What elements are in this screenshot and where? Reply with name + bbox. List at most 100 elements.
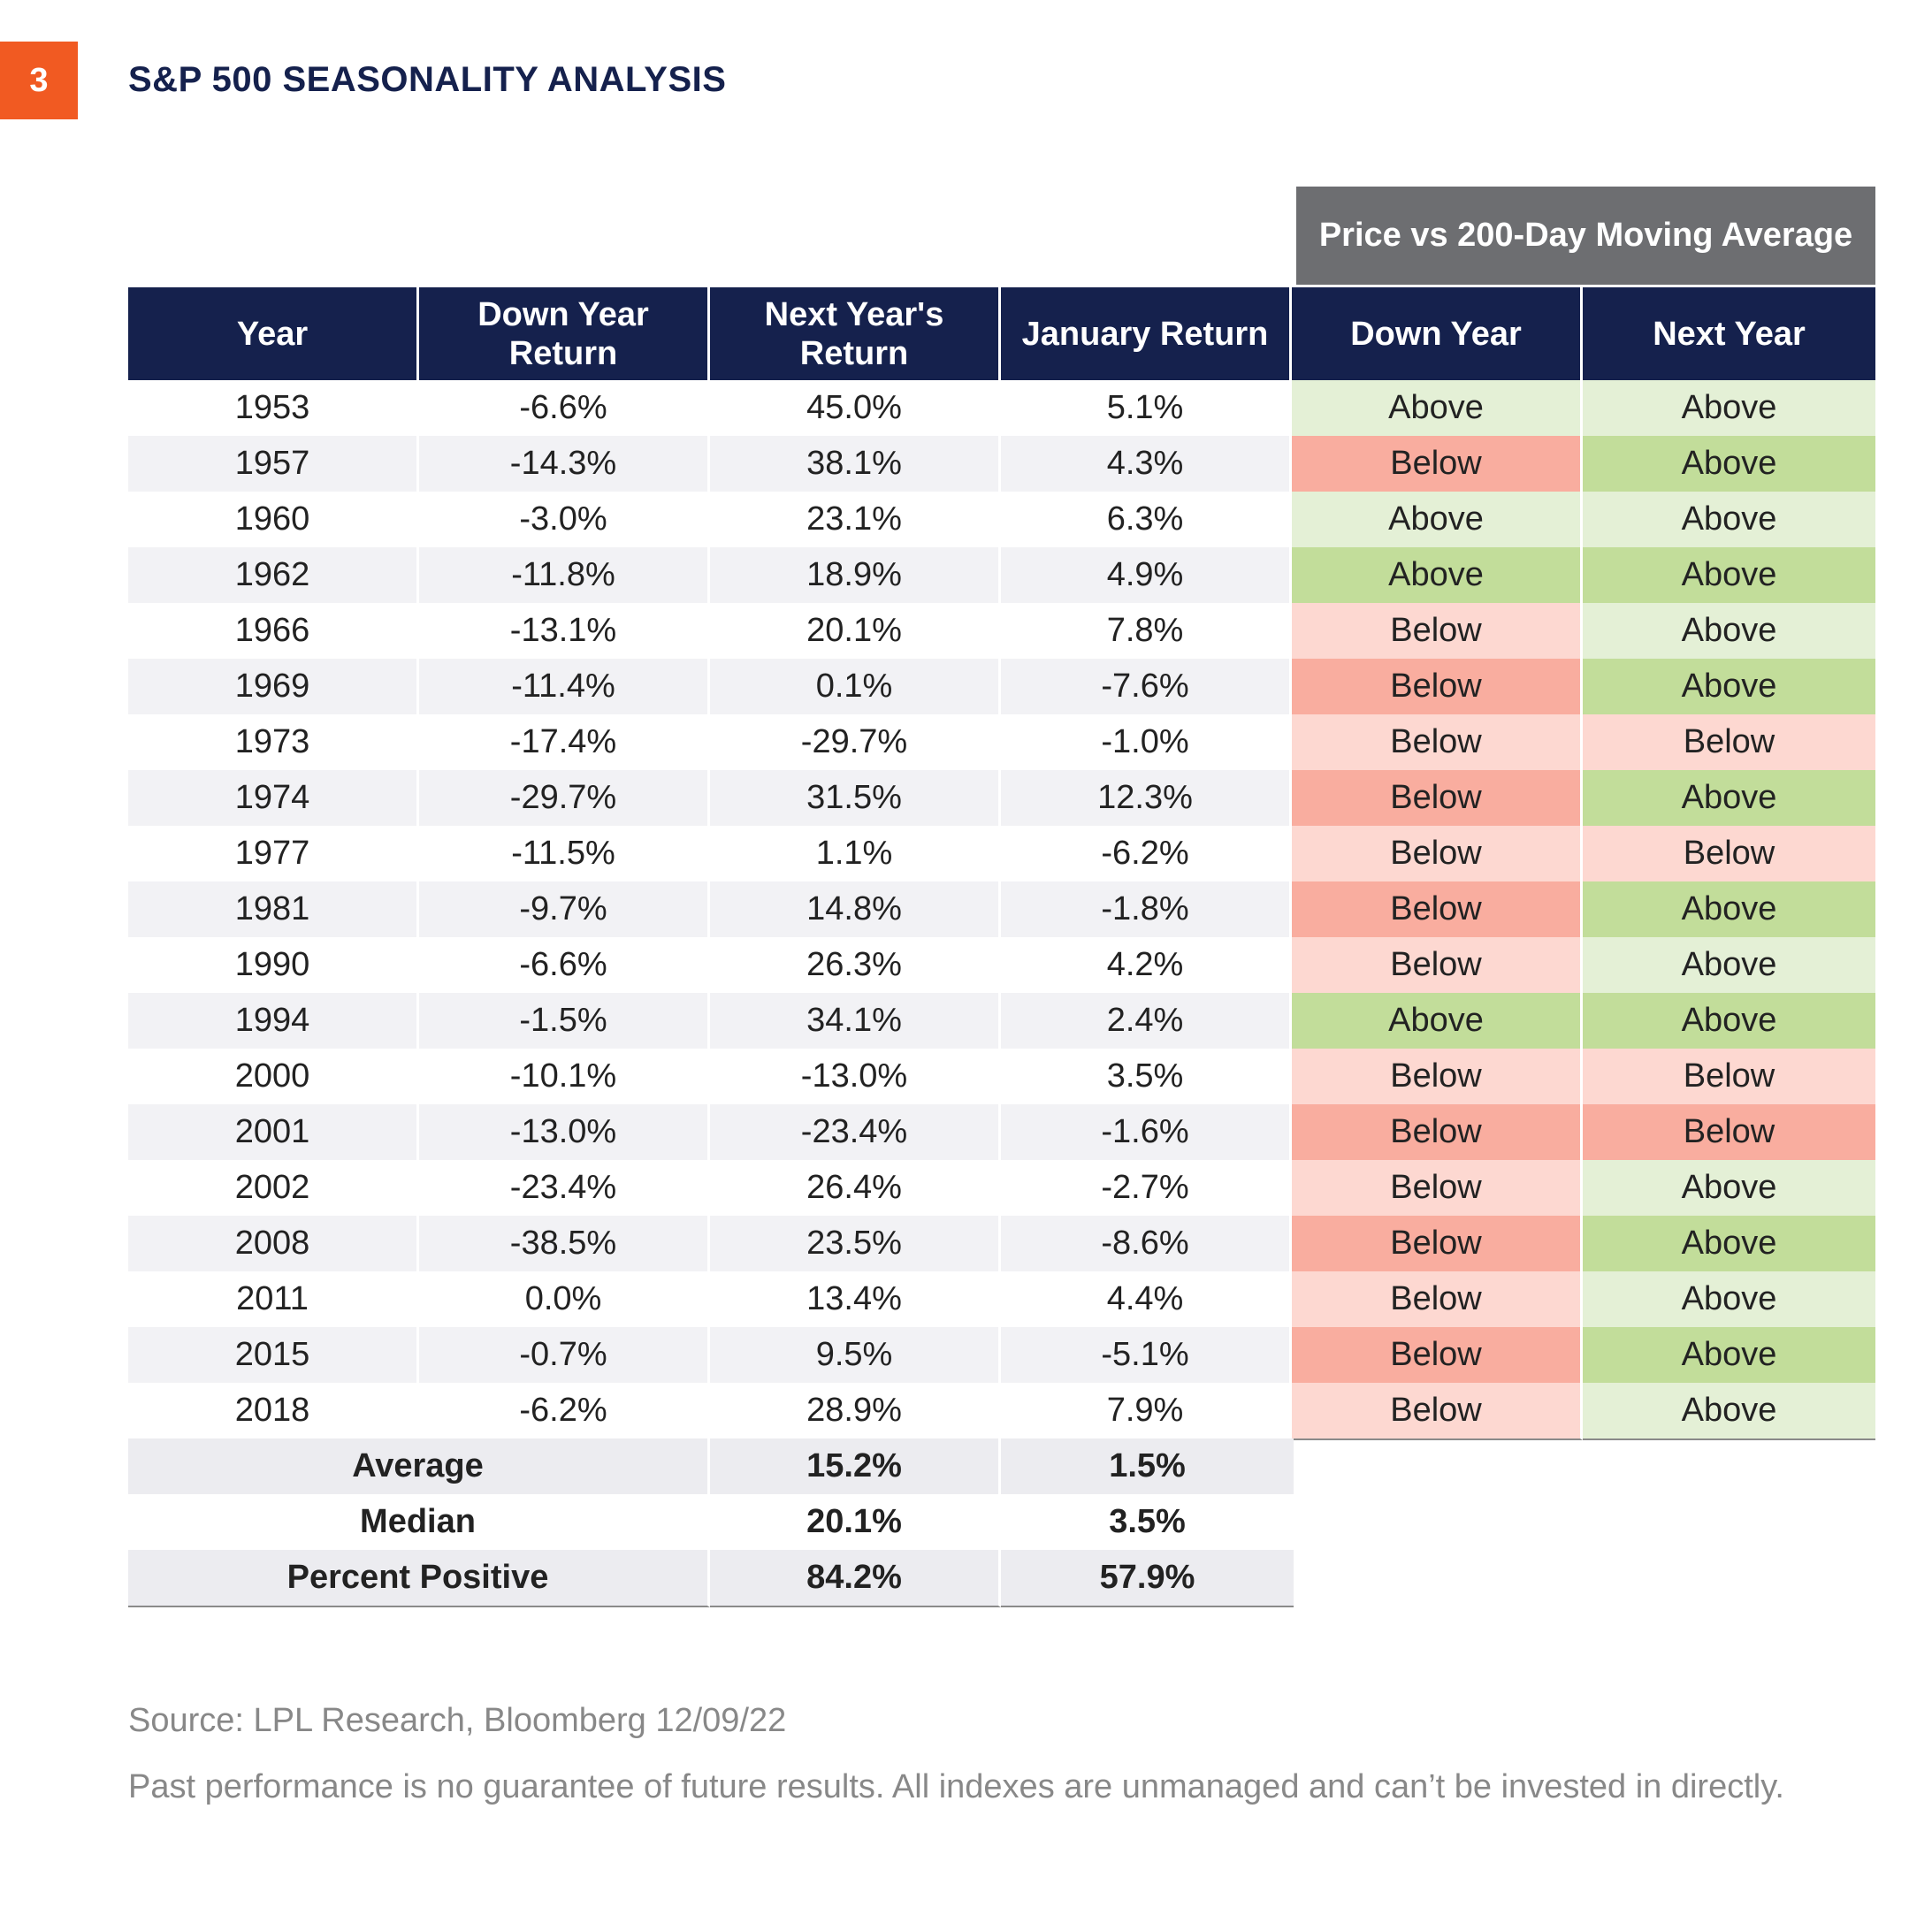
year-cell: 1994: [128, 993, 419, 1049]
january-return-cell: 4.2%: [1001, 937, 1292, 993]
summary-row: Median 20.1% 3.5%: [128, 1494, 1294, 1550]
summary-january-return-cell: 1.5%: [1001, 1438, 1294, 1494]
header-down-year-return: Down Year Return: [419, 287, 710, 380]
down-year-ma-cell: Below: [1292, 1271, 1583, 1327]
year-cell: 1957: [128, 436, 419, 492]
next-year-ma-cell: Above: [1583, 1216, 1875, 1271]
next-year-ma-cell: Above: [1583, 1160, 1875, 1216]
next-year-return-cell: -29.7%: [710, 714, 1001, 770]
summary-label-cell: Median: [128, 1494, 710, 1550]
down-year-return-cell: -38.5%: [419, 1216, 710, 1271]
year-cell: 1977: [128, 826, 419, 881]
table-row: 2015 -0.7% 9.5% -5.1% Below Above: [128, 1327, 1875, 1383]
summary-row: Percent Positive 84.2% 57.9%: [128, 1550, 1294, 1607]
next-year-ma-cell: Above: [1583, 770, 1875, 826]
down-year-return-cell: -23.4%: [419, 1160, 710, 1216]
year-cell: 2011: [128, 1271, 419, 1327]
january-return-cell: 4.9%: [1001, 547, 1292, 603]
year-cell: 1962: [128, 547, 419, 603]
next-year-return-cell: -13.0%: [710, 1049, 1001, 1104]
year-cell: 1974: [128, 770, 419, 826]
down-year-return-cell: -3.0%: [419, 492, 710, 547]
next-year-ma-cell: Above: [1583, 1271, 1875, 1327]
down-year-ma-cell: Below: [1292, 1327, 1583, 1383]
down-year-ma-cell: Above: [1292, 993, 1583, 1049]
down-year-return-cell: -11.4%: [419, 659, 710, 714]
down-year-return-cell: 0.0%: [419, 1271, 710, 1327]
january-return-cell: -1.0%: [1001, 714, 1292, 770]
down-year-ma-cell: Below: [1292, 1104, 1583, 1160]
down-year-return-cell: -11.5%: [419, 826, 710, 881]
down-year-ma-cell: Below: [1292, 714, 1583, 770]
down-year-return-cell: -29.7%: [419, 770, 710, 826]
down-year-return-cell: -13.1%: [419, 603, 710, 659]
next-year-ma-cell: Above: [1583, 881, 1875, 937]
table-row: 1981 -9.7% 14.8% -1.8% Below Above: [128, 881, 1875, 937]
next-year-ma-cell: Below: [1583, 1049, 1875, 1104]
table-row: 1966 -13.1% 20.1% 7.8% Below Above: [128, 603, 1875, 659]
year-cell: 1981: [128, 881, 419, 937]
year-cell: 2000: [128, 1049, 419, 1104]
next-year-return-cell: 23.1%: [710, 492, 1001, 547]
next-year-return-cell: 34.1%: [710, 993, 1001, 1049]
summary-january-return-cell: 3.5%: [1001, 1494, 1294, 1550]
next-year-ma-cell: Below: [1583, 1104, 1875, 1160]
january-return-cell: 6.3%: [1001, 492, 1292, 547]
next-year-return-cell: 13.4%: [710, 1271, 1001, 1327]
header-down-year-ma: Down Year: [1292, 287, 1583, 380]
table-row: 1962 -11.8% 18.9% 4.9% Above Above: [128, 547, 1875, 603]
next-year-return-cell: 38.1%: [710, 436, 1001, 492]
next-year-ma-cell: Above: [1583, 937, 1875, 993]
header-next-year-ma: Next Year: [1583, 287, 1875, 380]
down-year-ma-cell: Above: [1292, 380, 1583, 436]
next-year-return-cell: 0.1%: [710, 659, 1001, 714]
next-year-ma-cell: Below: [1583, 826, 1875, 881]
header-down-year-return-line1: Down Year: [477, 295, 649, 333]
table-row: 1977 -11.5% 1.1% -6.2% Below Below: [128, 826, 1875, 881]
january-return-cell: -1.6%: [1001, 1104, 1292, 1160]
january-return-cell: -7.6%: [1001, 659, 1292, 714]
next-year-return-cell: 18.9%: [710, 547, 1001, 603]
down-year-return-cell: -1.5%: [419, 993, 710, 1049]
year-cell: 1973: [128, 714, 419, 770]
down-year-ma-cell: Above: [1292, 492, 1583, 547]
down-year-ma-cell: Below: [1292, 1049, 1583, 1104]
header-year: Year: [128, 287, 419, 380]
table-row: 2011 0.0% 13.4% 4.4% Below Above: [128, 1271, 1875, 1327]
next-year-return-cell: 23.5%: [710, 1216, 1001, 1271]
january-return-cell: -5.1%: [1001, 1327, 1292, 1383]
table-row: 2000 -10.1% -13.0% 3.5% Below Below: [128, 1049, 1875, 1104]
january-return-cell: 3.5%: [1001, 1049, 1292, 1104]
table-row: 1960 -3.0% 23.1% 6.3% Above Above: [128, 492, 1875, 547]
summary-label-cell: Percent Positive: [128, 1550, 710, 1607]
year-cell: 1953: [128, 380, 419, 436]
down-year-ma-cell: Below: [1292, 1160, 1583, 1216]
header-row: Year Down Year Return Next Year's Return…: [128, 287, 1875, 380]
next-year-ma-cell: Above: [1583, 547, 1875, 603]
january-return-cell: 4.4%: [1001, 1271, 1292, 1327]
table-body: 1953 -6.6% 45.0% 5.1% Above Above 1957 -14.3% 38…: [128, 380, 1875, 1440]
down-year-return-cell: -17.4%: [419, 714, 710, 770]
down-year-return-cell: -9.7%: [419, 881, 710, 937]
january-return-cell: 5.1%: [1001, 380, 1292, 436]
chart-number-badge: 3: [0, 42, 78, 119]
table-row: 2002 -23.4% 26.4% -2.7% Below Above: [128, 1160, 1875, 1216]
january-return-cell: 12.3%: [1001, 770, 1292, 826]
down-year-return-cell: -13.0%: [419, 1104, 710, 1160]
next-year-ma-cell: Above: [1583, 492, 1875, 547]
down-year-ma-cell: Below: [1292, 770, 1583, 826]
year-cell: 1960: [128, 492, 419, 547]
down-year-return-cell: -6.2%: [419, 1383, 710, 1440]
source-note: Source: LPL Research, Bloomberg 12/09/22: [128, 1702, 787, 1739]
header-next-year-return-line1: Next Year's: [764, 295, 944, 333]
summary-next-year-return-cell: 84.2%: [710, 1550, 1001, 1607]
down-year-ma-cell: Below: [1292, 659, 1583, 714]
next-year-ma-cell: Above: [1583, 380, 1875, 436]
down-year-ma-cell: Below: [1292, 1383, 1583, 1440]
january-return-cell: -1.8%: [1001, 881, 1292, 937]
january-return-cell: -6.2%: [1001, 826, 1292, 881]
down-year-ma-cell: Below: [1292, 826, 1583, 881]
page-title: S&P 500 SEASONALITY ANALYSIS: [128, 60, 727, 99]
disclaimer-note: Past performance is no guarantee of futu…: [128, 1768, 1784, 1805]
january-return-cell: 7.8%: [1001, 603, 1292, 659]
